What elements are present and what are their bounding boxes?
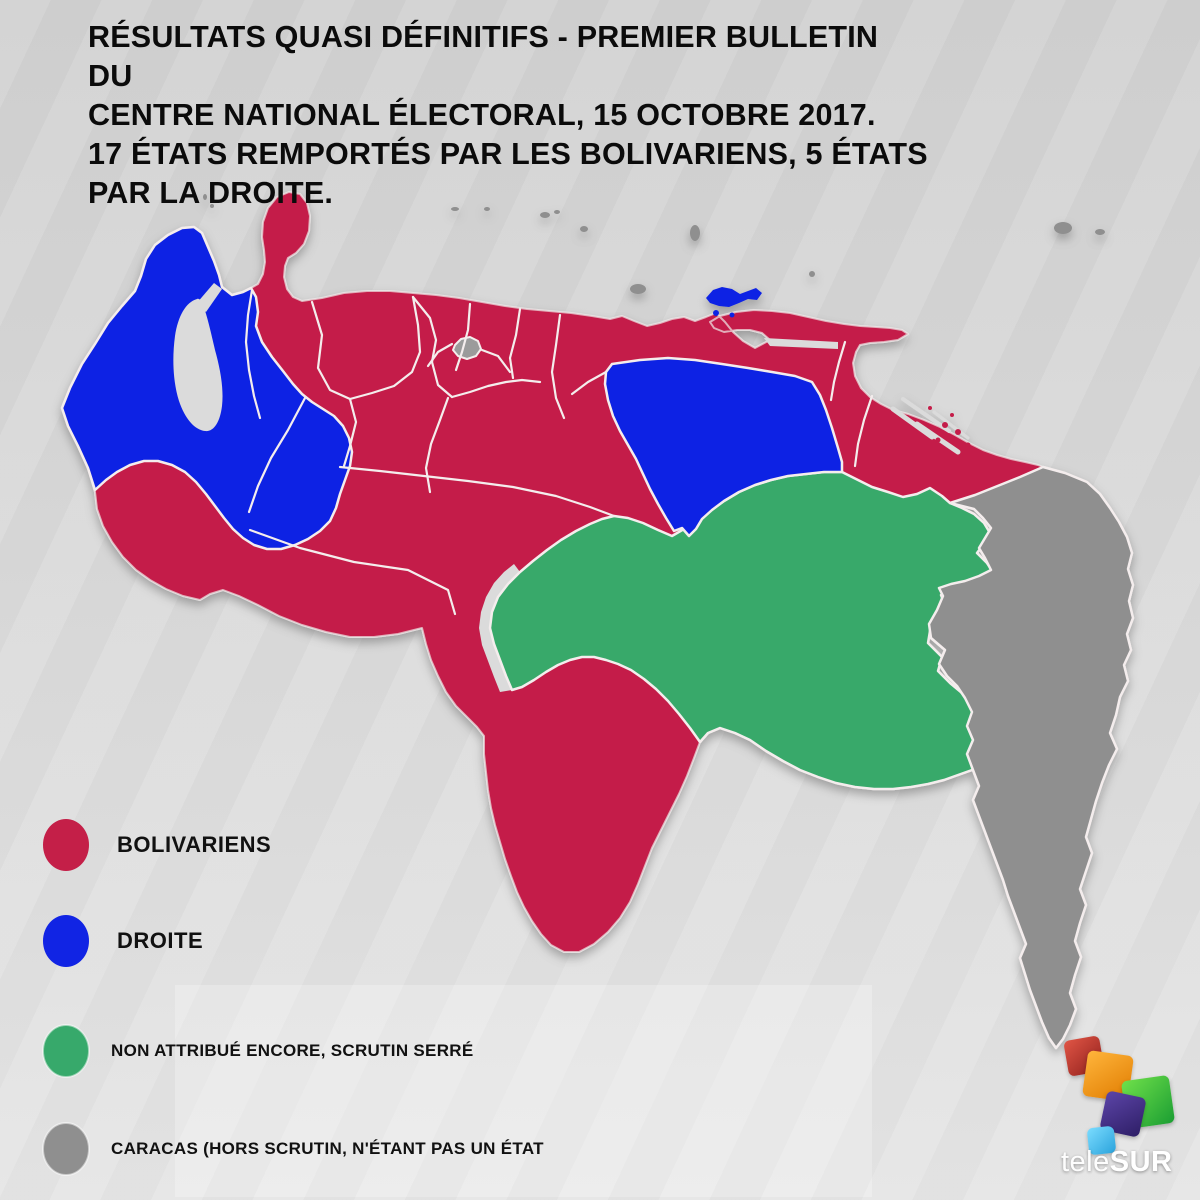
map-region-esequibo-hors-scrutin [927,465,1135,1050]
legend-label-non-attribue: NON ATTRIBUÉ ENCORE, SCRUTIN SERRÉ [111,1041,474,1060]
map-orinoco-channel [479,564,520,692]
telesur-logo-text: teleSUR [1061,1146,1173,1179]
telesur-logo: teleSUR [1055,1030,1200,1190]
map-offshore-islands [203,194,1105,294]
map-region-nueva-esparta-droite [706,287,762,307]
legend-item-caracas: CARACAS (HORS SCRUTIN, N'ÉTANT PAS UN ÉT… [42,1114,544,1184]
legend-panel-highlight [175,985,872,1197]
legend-label-bolivariens: BOLIVARIENS [117,832,272,857]
telesur-logo-text-sur: SUR [1109,1146,1173,1178]
map-state-borders [244,288,874,616]
legend-item-bolivariens: BOLIVARIENS [42,810,271,880]
legend-swatch-bolivariens [43,819,89,871]
legend-label-caracas: CARACAS (HORS SCRUTIN, N'ÉTANT PAS UN ÉT… [111,1139,544,1158]
map-lake-maracaibo [173,298,223,432]
legend-swatch-non-attribue [42,1024,90,1078]
legend-swatch-caracas [42,1122,90,1176]
legend-swatch-droite [43,915,89,967]
page-title: RÉSULTATS QUASI DÉFINITIFS - PREMIER BUL… [88,20,928,210]
map-delta-islets [928,406,971,448]
map-region-anzoategui-droite [603,356,844,538]
telesur-logo-text-tele: tele [1061,1146,1110,1178]
legend-item-non-attribue: NON ATTRIBUÉ ENCORE, SCRUTIN SERRÉ [42,1016,474,1086]
map-maracaibo-strait [196,283,222,312]
map-islands-coche-cubagua [713,310,735,318]
map-gulf-cariaco [764,338,838,349]
legend-item-droite: DROITE [42,906,203,976]
legend-label-droite: DROITE [117,928,204,953]
